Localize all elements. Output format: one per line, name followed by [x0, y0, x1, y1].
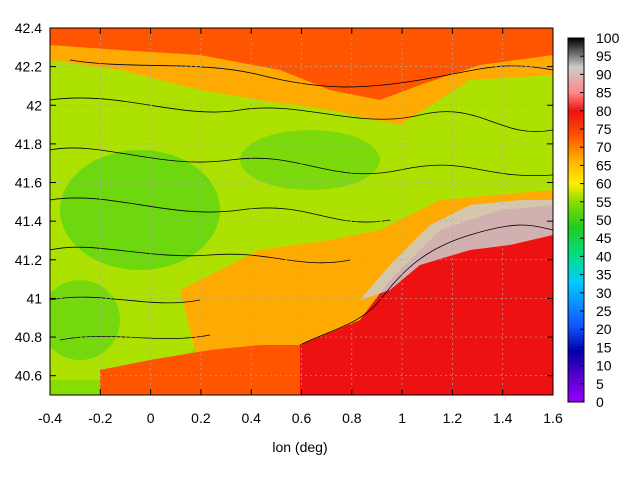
colorbar-tick-label: 90 — [596, 66, 612, 82]
y-tick-label: 41 — [26, 290, 42, 306]
x-tick-label: 0.4 — [241, 410, 261, 426]
colorbar-tick-label: 45 — [596, 230, 612, 246]
colorbar-tick-label: 60 — [596, 176, 612, 192]
field-green-patch-3 — [50, 280, 120, 360]
colorbar-tick-label: 70 — [596, 139, 612, 155]
y-tick-label: 41.2 — [15, 252, 42, 268]
field-green-patch-2 — [240, 130, 380, 190]
x-tick-label: 0.8 — [342, 410, 362, 426]
y-tick-label: 41.6 — [15, 175, 42, 191]
colorbar-tick-label: 35 — [596, 267, 612, 283]
grid-lines — [50, 28, 553, 395]
heatmap-field — [50, 28, 553, 395]
colorbar-tick-label: 25 — [596, 303, 612, 319]
colorbar-tick-label: 75 — [596, 121, 612, 137]
x-axis-ticks: -0.4 -0.2 0 0.2 0.4 0.6 0.8 1 1.2 1.4 1.6 — [38, 28, 563, 426]
x-tick-label: 1.4 — [493, 410, 513, 426]
colorbar-tick-label: 65 — [596, 157, 612, 173]
colorbar-ticks: 0 5 10 15 20 25 30 35 40 45 50 55 60 65 70 75 80 85 90 95 10… — [580, 30, 620, 410]
field-sea — [300, 205, 553, 395]
colorbar-tick-label: 100 — [596, 30, 620, 46]
field-coastal-ridge — [360, 200, 553, 300]
contour-lines — [50, 59, 553, 346]
x-tick-label: 0.6 — [292, 410, 312, 426]
colorbar-tick-label: 95 — [596, 48, 612, 64]
field-green-patch-1 — [60, 150, 220, 270]
x-tick-label: 1 — [398, 410, 406, 426]
colorbar-tick-label: 50 — [596, 212, 612, 228]
colorbar-tick-label: 85 — [596, 85, 612, 101]
y-tick-label: 42.4 — [15, 20, 42, 36]
x-tick-label: 0.2 — [191, 410, 211, 426]
colorbar-tick-label: 0 — [596, 394, 604, 410]
y-axis-ticks: 40.6 40.8 41 41.2 41.4 41.6 41.8 42 42.2 42.4 — [15, 20, 553, 384]
colorbar-tick-label: 10 — [596, 358, 612, 374]
x-axis-label: lon (deg) — [272, 439, 327, 455]
y-tick-label: 40.6 — [15, 368, 42, 384]
y-tick-label: 41.4 — [15, 213, 42, 229]
colorbar-tick-label: 30 — [596, 285, 612, 301]
x-tick-label: -0.4 — [38, 410, 62, 426]
y-tick-label: 40.8 — [15, 329, 42, 345]
x-tick-label: -0.2 — [88, 410, 112, 426]
colorbar-tick-label: 80 — [596, 103, 612, 119]
x-tick-label: 1.6 — [543, 410, 563, 426]
x-tick-label: 0 — [147, 410, 155, 426]
y-tick-label: 42.2 — [15, 59, 42, 75]
field-south-red — [100, 345, 300, 395]
y-tick-label: 42 — [26, 97, 42, 113]
colorbar-tick-label: 55 — [596, 194, 612, 210]
colorbar-tick-label: 20 — [596, 321, 612, 337]
x-tick-label: 1.2 — [443, 410, 463, 426]
y-tick-label: 41.8 — [15, 136, 42, 152]
colorbar-tick-label: 15 — [596, 339, 612, 355]
colorbar-tick-label: 5 — [596, 376, 604, 392]
colorbar-tick-label: 40 — [596, 248, 612, 264]
